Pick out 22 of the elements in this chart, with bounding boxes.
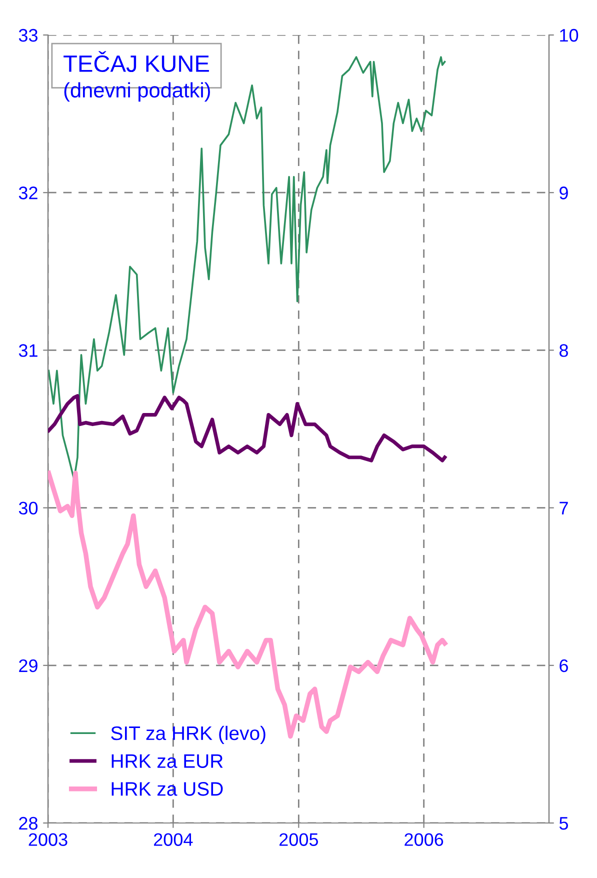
x-tick-label: 2004 <box>154 833 193 846</box>
y-tick-label: 29 <box>19 659 38 672</box>
y-tick-label: 31 <box>18 344 38 357</box>
y2-tick-label: 10 <box>560 28 578 42</box>
y-tick-label: 28 <box>19 816 38 830</box>
legend-label: HRK za USD <box>112 782 223 796</box>
y-tick-label: 32 <box>18 186 38 200</box>
y-tick-label: 30 <box>18 502 38 515</box>
y2-tick-label: 5 <box>559 817 568 830</box>
x-tick-label: 2003 <box>28 833 68 846</box>
legend-label: SIT za HRK (levo) <box>111 726 266 744</box>
text: (dnevni podatki) <box>64 82 210 102</box>
x-tick-label: 2005 <box>280 833 318 846</box>
y2-tick-label: 9 <box>560 186 568 200</box>
y2-tick-label: 7 <box>560 502 568 514</box>
y2-tick-label: 6 <box>560 659 568 672</box>
text: TEČAJ KUNE <box>64 51 209 72</box>
x-tick-label: 2006 <box>404 833 444 846</box>
y2-tick-label: 8 <box>560 344 568 357</box>
y-tick-label: 33 <box>18 28 38 42</box>
line-series <box>48 394 447 462</box>
legend-label: HRK za EUR <box>112 754 223 768</box>
